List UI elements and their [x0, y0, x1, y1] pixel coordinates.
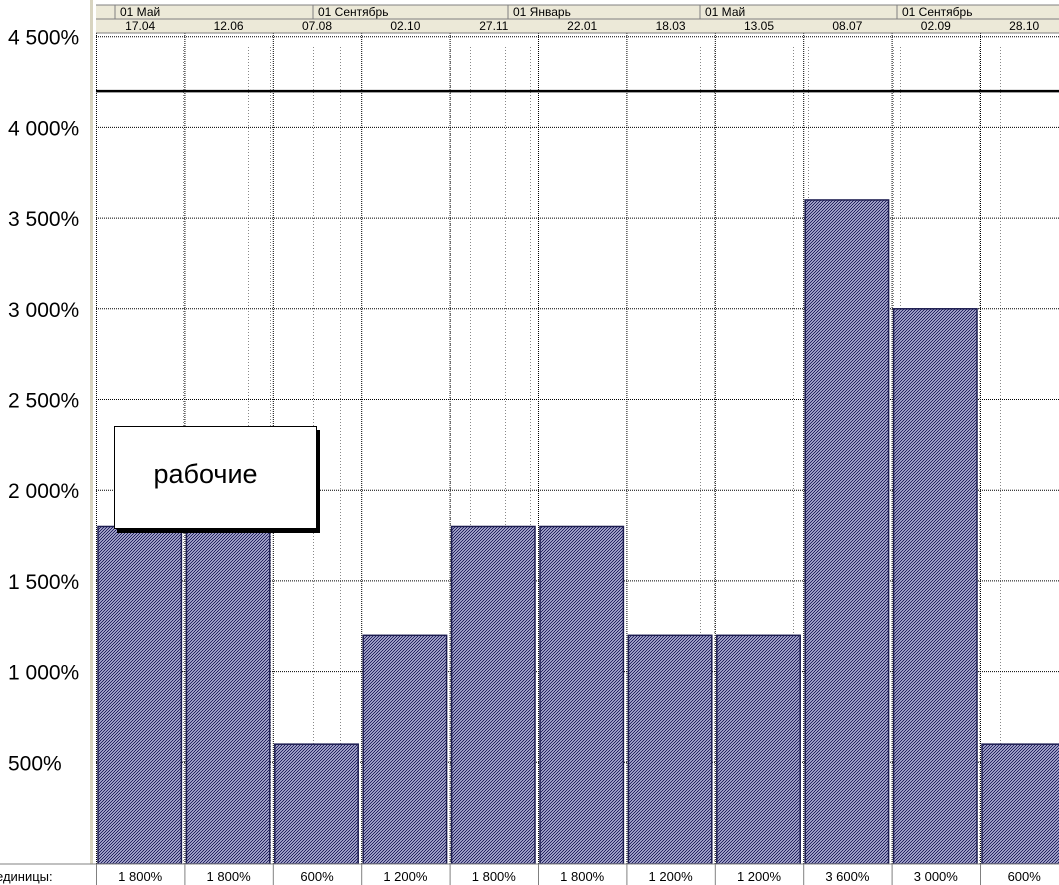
timescale-top-label: 01 Май [120, 5, 160, 19]
timescale-top-label: 01 Май [705, 5, 745, 19]
y-tick-label: 3 000% [8, 299, 79, 322]
bar-value-label: 1 800% [118, 869, 163, 884]
bottom-row [0, 864, 1059, 885]
bar [362, 634, 448, 865]
y-tick-label: 3 500% [8, 208, 79, 231]
bar-value-label: 1 200% [649, 869, 694, 884]
timescale-date-label: 28.10 [1009, 19, 1039, 33]
bar [981, 743, 1059, 865]
y-tick-label: 1 500% [8, 571, 79, 594]
bar-value-label: 1 800% [207, 869, 252, 884]
bar-value-label: 3 000% [914, 869, 959, 884]
timescale-top-band [96, 5, 1059, 19]
y-tick-label: 2 500% [8, 390, 79, 413]
bar-value-label: 1 200% [737, 869, 782, 884]
bar-value-label: 1 200% [383, 869, 428, 884]
timescale-date-label: 08.07 [832, 19, 862, 33]
timescale-top-label: 01 Январь [513, 5, 571, 19]
bar [274, 743, 359, 865]
bar [450, 525, 536, 865]
bar-value-label: 3 600% [825, 869, 870, 884]
bar [804, 199, 890, 865]
bar-value-label: 600% [1008, 869, 1042, 884]
bar [97, 525, 183, 865]
timescale-date-label: 27.11 [479, 19, 508, 33]
axis-gutter [0, 0, 96, 885]
y-tick-label: 4 500% [8, 27, 79, 50]
bar [892, 308, 978, 865]
axis-guide [90, 0, 93, 885]
timescale-date-label: 02.09 [921, 19, 951, 33]
bar-value-label: 1 800% [560, 869, 605, 884]
bar-value-label: 600% [300, 869, 334, 884]
bar [185, 525, 271, 865]
timescale-date-label: 07.08 [302, 19, 332, 33]
timescale-bottom-band [96, 19, 1059, 33]
legend-box: рабочие [114, 426, 317, 529]
timescale-date-label: 18.03 [656, 19, 686, 33]
y-tick-label: 4 000% [8, 117, 79, 140]
y-tick-label: 500% [8, 752, 62, 775]
y-tick-label: 1 000% [8, 662, 79, 685]
bar [539, 525, 625, 865]
bar-value-label: 1 800% [472, 869, 517, 884]
bar [627, 634, 713, 865]
timescale-date-label: 22.01 [567, 19, 597, 33]
timescale-date-label: 12.06 [214, 19, 244, 33]
timescale-top-label: 01 Сентябрь [318, 5, 388, 19]
timescale-date-label: 02.10 [390, 19, 420, 33]
units-row-label: единицы: [0, 869, 53, 884]
timescale-top-label: 01 Сентябрь [902, 5, 972, 19]
timescale-date-label: 17.04 [125, 19, 155, 33]
bar [716, 634, 801, 865]
legend-label: рабочие [153, 459, 258, 489]
y-tick-label: 2 000% [8, 480, 79, 503]
timescale-date-label: 13.05 [744, 19, 774, 33]
